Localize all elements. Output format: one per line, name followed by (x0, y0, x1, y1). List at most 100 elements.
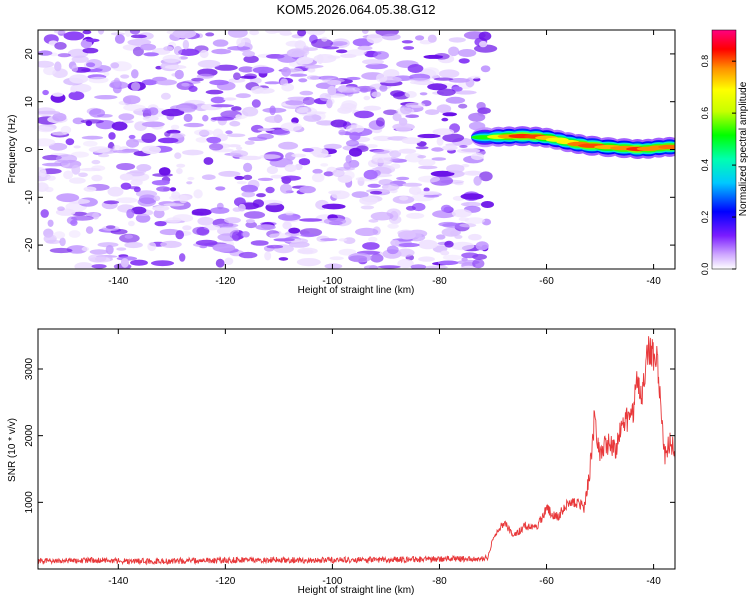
noise-blob (71, 65, 79, 72)
noise-blob (143, 52, 159, 57)
noise-blob (160, 92, 171, 100)
noise-blob (242, 106, 259, 117)
noise-blob (199, 49, 209, 59)
noise-blob (418, 165, 438, 170)
colorbar-tick-label: 0.8 (700, 55, 710, 68)
noise-blob (431, 147, 444, 152)
noise-blob (371, 91, 382, 98)
y-tick-label: 0 (24, 146, 35, 152)
noise-blob (116, 163, 136, 171)
noise-blob (195, 239, 218, 246)
noise-blob (269, 30, 292, 33)
noise-blob (390, 163, 401, 169)
noise-blob (56, 193, 80, 203)
noise-blob (299, 218, 323, 222)
noise-blob (436, 88, 456, 97)
noise-blob (438, 69, 460, 78)
noise-blob (322, 78, 345, 83)
noise-blob (127, 220, 135, 227)
spectrogram-x-label: Height of straight line (km) (298, 285, 415, 296)
noise-blob (231, 231, 241, 242)
noise-blob (259, 154, 281, 160)
noise-blob (403, 46, 415, 50)
noise-blob (298, 185, 316, 194)
noise-blob (351, 191, 369, 199)
noise-blob (370, 253, 384, 263)
signal-band (658, 144, 675, 150)
noise-blob (336, 86, 361, 93)
noise-blob (176, 168, 183, 175)
noise-blob (218, 170, 241, 177)
noise-blob (97, 153, 110, 158)
noise-blob (52, 112, 67, 122)
noise-blob (365, 63, 389, 70)
noise-blob (442, 145, 458, 151)
noise-blob (130, 259, 148, 266)
noise-blob (215, 186, 226, 191)
noise-blob (40, 209, 49, 218)
noise-blob (273, 238, 296, 242)
noise-blob (53, 30, 66, 34)
noise-blob (419, 92, 428, 96)
noise-blob (224, 217, 241, 224)
noise-blob (176, 163, 186, 168)
noise-blob (450, 241, 475, 251)
noise-blob (418, 175, 440, 183)
noise-blob (298, 249, 314, 254)
noise-blob (179, 195, 188, 204)
noise-blob (298, 78, 308, 83)
noise-blob (437, 260, 459, 266)
noise-blob (406, 212, 425, 219)
noise-blob (85, 38, 100, 43)
noise-blob (89, 108, 106, 118)
x-tick-label: -60 (539, 576, 554, 587)
noise-blob (122, 95, 141, 105)
noise-blob (264, 81, 281, 85)
x-tick-label: -80 (432, 276, 447, 287)
noise-blob (83, 186, 97, 192)
noise-blob (209, 143, 224, 151)
noise-blob (135, 213, 151, 223)
noise-blob (371, 153, 391, 163)
x-tick-label: -100 (322, 276, 342, 287)
noise-blob (427, 83, 448, 91)
noise-blob (376, 73, 388, 83)
noise-blob (329, 256, 344, 261)
noise-blob (458, 103, 468, 109)
noise-blob (131, 206, 147, 215)
noise-blob (78, 172, 88, 178)
noise-blob (91, 159, 101, 165)
noise-blob (378, 265, 401, 269)
noise-blob (179, 253, 186, 262)
noise-blob (120, 258, 129, 268)
noise-blob (233, 72, 241, 80)
noise-blob (435, 234, 446, 240)
noise-blob (300, 233, 317, 238)
noise-blob (291, 153, 306, 158)
noise-blob (479, 40, 488, 48)
noise-blob (323, 217, 347, 225)
noise-blob (70, 87, 77, 93)
noise-blob (182, 149, 204, 156)
noise-blob (103, 71, 110, 77)
noise-blob (195, 137, 209, 143)
noise-blob (332, 42, 344, 47)
noise-blob (451, 209, 472, 218)
noise-blob (225, 130, 233, 135)
noise-blob (114, 34, 125, 44)
noise-blob (399, 196, 409, 201)
noise-blob (54, 42, 67, 50)
x-tick-label: -60 (539, 276, 554, 287)
noise-blob (296, 56, 314, 65)
noise-blob (194, 129, 214, 136)
noise-blob (247, 136, 268, 141)
noise-blob (243, 55, 259, 63)
noise-blob (116, 247, 127, 251)
noise-blob (191, 211, 204, 216)
noise-blob (432, 128, 455, 136)
noise-blob (402, 182, 423, 187)
noise-blob (346, 76, 361, 81)
colorbar-ticks: 0.0 0.2 0.4 0.6 0.8 (700, 55, 736, 275)
noise-blob (463, 202, 470, 207)
x-tick-label: -100 (322, 576, 342, 587)
